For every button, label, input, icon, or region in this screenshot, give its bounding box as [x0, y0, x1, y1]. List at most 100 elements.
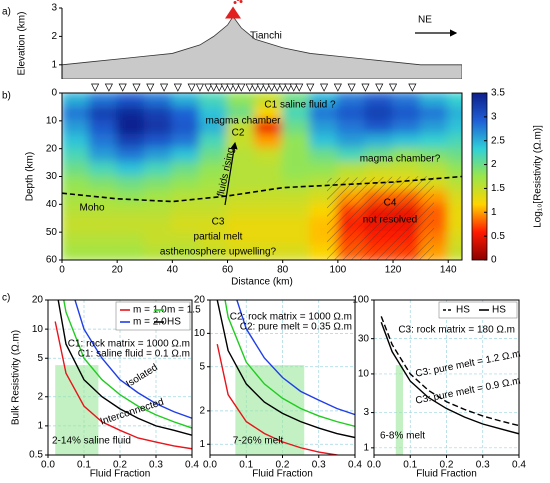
heatmap-cell: [254, 175, 284, 192]
heatmap-cell: [116, 231, 146, 248]
y-tick-label: 20: [194, 295, 206, 306]
x-tick-label: 100: [330, 265, 347, 276]
y-tick-label: 10: [194, 328, 206, 339]
heatmap-cell: [392, 147, 422, 164]
x-tick-label: 0.1: [403, 460, 417, 471]
heatmap-cell: [336, 105, 367, 122]
legend-label: m = 2.0: [133, 317, 167, 328]
panel-label: b): [2, 91, 11, 102]
y-axis-label: Depth (km): [25, 152, 36, 201]
heatmap-cell: [309, 161, 339, 178]
heatmap-cell: [254, 231, 284, 248]
heatmap-cell: [62, 203, 91, 220]
heatmap-cell: [198, 231, 229, 248]
annotation: C3: rock matrix = 180 Ω.m: [398, 325, 515, 336]
eruption-dot: [236, 0, 240, 2]
heatmap-cell: [226, 161, 257, 178]
annotation: C2: pure melt = 0.35 Ω.m: [240, 322, 352, 333]
y-tick-label: 5: [199, 361, 205, 372]
annotation: magma chamber?: [360, 154, 441, 165]
series-line: [74, 300, 192, 419]
heatmap-cell: [309, 105, 339, 122]
x-axis-label: Fluid Fraction: [416, 469, 477, 480]
heatmap-cell: [171, 231, 201, 248]
heatmap-cell: [447, 189, 462, 206]
heatmap-cell: [309, 119, 339, 136]
heatmap-cell: [116, 105, 146, 122]
heatmap-cell: [143, 147, 174, 164]
heatmap-cell: [116, 203, 146, 220]
annotation: 6-8% melt: [380, 431, 425, 442]
heatmap-cell: [62, 93, 91, 108]
station: [187, 83, 196, 92]
panel-label: c): [2, 293, 10, 304]
annotation: magma chamber: [205, 116, 281, 127]
heatmap-cell: [281, 217, 312, 234]
heatmap-cell: [281, 93, 312, 108]
station: [173, 83, 182, 92]
heatmap-cell: [254, 133, 284, 150]
heatmap-cell: [88, 245, 119, 260]
station: [375, 83, 384, 92]
heatmap-cell: [198, 133, 229, 150]
y-tick-label: 10: [46, 115, 58, 126]
heatmap-cell: [281, 189, 312, 206]
station: [262, 83, 271, 92]
x-tick-label: 0.4: [512, 460, 526, 471]
station: [333, 83, 342, 92]
heatmap-cell: [226, 93, 257, 108]
heatmap-cell: [88, 175, 119, 192]
series-line: [380, 316, 519, 427]
heatmap-cell: [392, 105, 422, 122]
station: [237, 83, 246, 92]
station: [289, 83, 298, 92]
series-line: [54, 321, 192, 450]
heatmap-cell: [254, 245, 284, 260]
heatmap-cell: [62, 105, 91, 122]
station: [215, 83, 224, 92]
heatmap-cell: [116, 147, 146, 164]
heatmap-cell: [336, 147, 367, 164]
heatmap-cell: [254, 119, 284, 136]
heatmap-cell: [116, 245, 146, 260]
heatmap-cell: [281, 203, 312, 220]
y-tick-label: 20: [46, 143, 58, 154]
heatmap-cell: [447, 161, 462, 178]
volcano-icon: [225, 6, 242, 19]
heatmap-cell: [171, 105, 201, 122]
heatmap-cell: [116, 93, 146, 108]
heatmap-cell: [171, 175, 201, 192]
heatmap-cell: [281, 245, 312, 260]
x-tick-label: 140: [440, 265, 457, 276]
y-tick-label: 2: [51, 31, 57, 42]
legend-label: HS: [456, 305, 470, 316]
heatmap-cell: [254, 147, 284, 164]
x-axis-label: Distance (km): [231, 277, 293, 288]
heatmap-cell: [336, 161, 367, 178]
heatmap-cell: [392, 161, 422, 178]
colorbar-tick-label: 0: [491, 255, 497, 266]
x-tick-label: 0: [59, 265, 65, 276]
y-axis-label: Bulk Resistivity (Ω.m): [11, 330, 22, 425]
heatmap-cell: [198, 175, 229, 192]
station: [320, 83, 329, 92]
series-line: [63, 300, 192, 429]
x-tick-label: 40: [167, 265, 179, 276]
y-tick-label: 5: [37, 353, 43, 364]
heatmap-cell: [62, 147, 91, 164]
heatmap-cell: [254, 161, 284, 178]
x-tick-label: 0.1: [239, 460, 253, 471]
station: [195, 83, 204, 92]
heatmap-cell: [226, 189, 257, 206]
station: [220, 83, 229, 92]
x-tick-label: 20: [112, 265, 124, 276]
heatmap-cell: [143, 203, 174, 220]
annotation: Isolated: [124, 362, 160, 390]
heatmap-cell: [198, 119, 229, 136]
y-tick-label: 2: [199, 406, 205, 417]
heatmap-cell: [171, 217, 201, 234]
legend-box: [115, 301, 191, 331]
heatmap-cell: [226, 105, 257, 122]
annotation: C1: saline fluid = 0.1 Ω.m: [78, 349, 190, 360]
heatmap-cell: [281, 175, 312, 192]
